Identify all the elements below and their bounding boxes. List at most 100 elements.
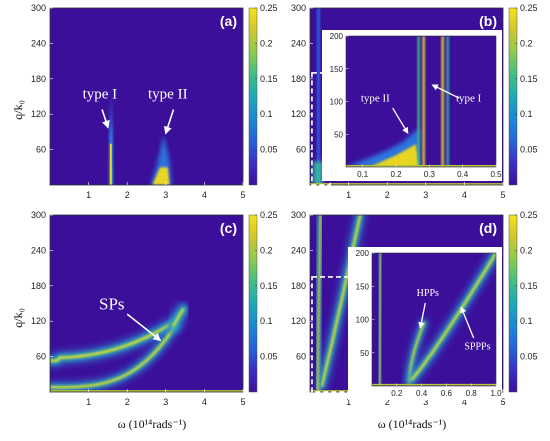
colorbar [508,7,518,186]
inset-arrow-hpps [418,302,426,329]
colorbar-tick-label: 0.2 [520,245,533,255]
inset-y-tick-label: 150 [356,282,370,291]
colorbar-tick-label: 0.2 [260,245,273,255]
panel-label: (c) [220,220,237,236]
x-tick-label: 1 [86,190,91,200]
colorbar-tick-label: 0.2 [260,38,273,48]
colorbar [248,214,258,393]
y-tick-label: 120 [31,109,46,119]
colorbar-tick-label: 0.05 [520,352,538,362]
inset-plot-background [346,36,496,167]
inset-y-tick-label: 100 [330,98,344,107]
inset-x-tick-label: 0.3 [424,170,436,179]
inset-x-tick-label: 1.0 [490,389,502,398]
inset-x-tick-label: 0.1 [357,170,369,179]
inset-annotation-type-i: type I [456,93,482,105]
y-tick-label: 300 [291,3,306,13]
colorbar-tick-label: 0.05 [520,145,538,155]
inset-arrow-spppps [460,306,475,339]
inset-y-tick-label: 50 [334,130,343,139]
x-tick-label: 5 [240,190,245,200]
inset-vertical-core [378,253,382,386]
near-vertical-branch-core [316,215,322,392]
colorbar-tick-label: 0.2 [520,38,533,48]
arrow-sps [126,313,162,342]
inset-arrow-type-ii [392,107,409,135]
x-tick-label: 3 [423,190,428,200]
inset-y-tick-label: 150 [330,65,344,74]
colorbar-tick-label: 0.15 [520,281,538,291]
inset-x-tick-label: 0.8 [466,389,478,398]
x-tick-label: 5 [240,397,245,407]
type-i-core [109,143,112,185]
annotation-type-ii: type II [148,86,188,102]
inset-y-tick-label: 200 [356,249,370,258]
y-tick-label: 300 [31,3,46,13]
axis-frame [49,7,244,186]
y-tick-label: 300 [291,210,306,220]
xlabel-right: ω (10¹⁴rads⁻¹) [378,417,447,431]
y-tick-label: 180 [31,281,46,291]
y-tick-label: 60 [296,352,306,362]
heatmap-features [310,215,503,392]
plot-background [50,8,243,185]
y-tick-label: 60 [36,145,46,155]
y-tick-label: 240 [31,38,46,48]
sp-tail-core [172,308,185,327]
colorbar-tick-label: 0.25 [260,3,278,13]
colorbar-tick-label: 0.15 [520,74,538,84]
x-tick-label: 1 [86,397,91,407]
axis-frame [49,214,244,393]
colorbar-tick-label: 0.1 [520,109,533,119]
x-tick-label: 2 [125,397,130,407]
inset-x-tick-label: 0.4 [416,389,428,398]
inset-y-tick-label: 50 [360,349,369,358]
arrow-type-ii [163,109,175,135]
y-tick-label: 180 [31,74,46,84]
x-tick-label: 3 [163,397,168,407]
inset-arrow-type-i [431,84,460,99]
x-tick-label: 2 [125,190,130,200]
colorbar-tick-label: 0.25 [520,3,538,13]
inset-x-tick-label: 0.6 [441,389,453,398]
x-tick-label: 4 [202,190,207,200]
colorbar-tick-label: 0.1 [260,109,273,119]
type-ii-core [152,167,170,185]
x-tick-label: 2 [385,190,390,200]
colorbar-tick-label: 0.25 [260,210,278,220]
arrow-type-i [101,109,110,129]
y-tick-label: 300 [31,210,46,220]
inset-vertical-line [417,36,420,167]
sp-lower-core [50,326,176,389]
axis-frame [309,7,504,186]
inset-x-tick-label: 0.2 [390,170,402,179]
x-tick-label: 2 [385,397,390,407]
x-tick-label: 5 [500,190,505,200]
inset-features [372,253,496,386]
vertical-branch [316,8,320,185]
y-tick-label: 180 [291,281,306,291]
colorbar-tick-label: 0.15 [260,74,278,84]
inset-annotation-spppps: SPPPs [464,341,490,352]
y-tick-label: 240 [31,245,46,255]
inset: 0.2 0.4 0.6 0.8 1.0 50 100 150 200 HPPs SPPPs [348,247,502,400]
inset-type-ii-core [369,144,420,167]
y-tick-label: 60 [36,352,46,362]
heatmap-features [109,81,172,185]
hpp-branch-core [320,215,362,388]
xlabel-left: ω (10¹⁴rads⁻¹) [118,417,187,431]
heatmap-features [310,8,503,185]
colorbar-tick-label: 0.25 [520,210,538,220]
inset-plot-background [372,253,496,386]
annotation-sps: SPs [99,294,125,313]
inset-annotation-hpps: HPPs [417,288,439,299]
inset-y-tick-label: 100 [356,316,370,325]
inset-annotation-type-ii: type II [361,93,390,105]
x-tick-label: 4 [462,190,467,200]
x-tick-label: 4 [462,397,467,407]
y-tick-label: 120 [31,316,46,326]
colorbar [508,214,518,393]
panel-d: 1 2 3 4 560120180240300(d)0.050.10.150.20.25… [291,210,538,407]
annotation-type-i: type I [83,86,118,102]
